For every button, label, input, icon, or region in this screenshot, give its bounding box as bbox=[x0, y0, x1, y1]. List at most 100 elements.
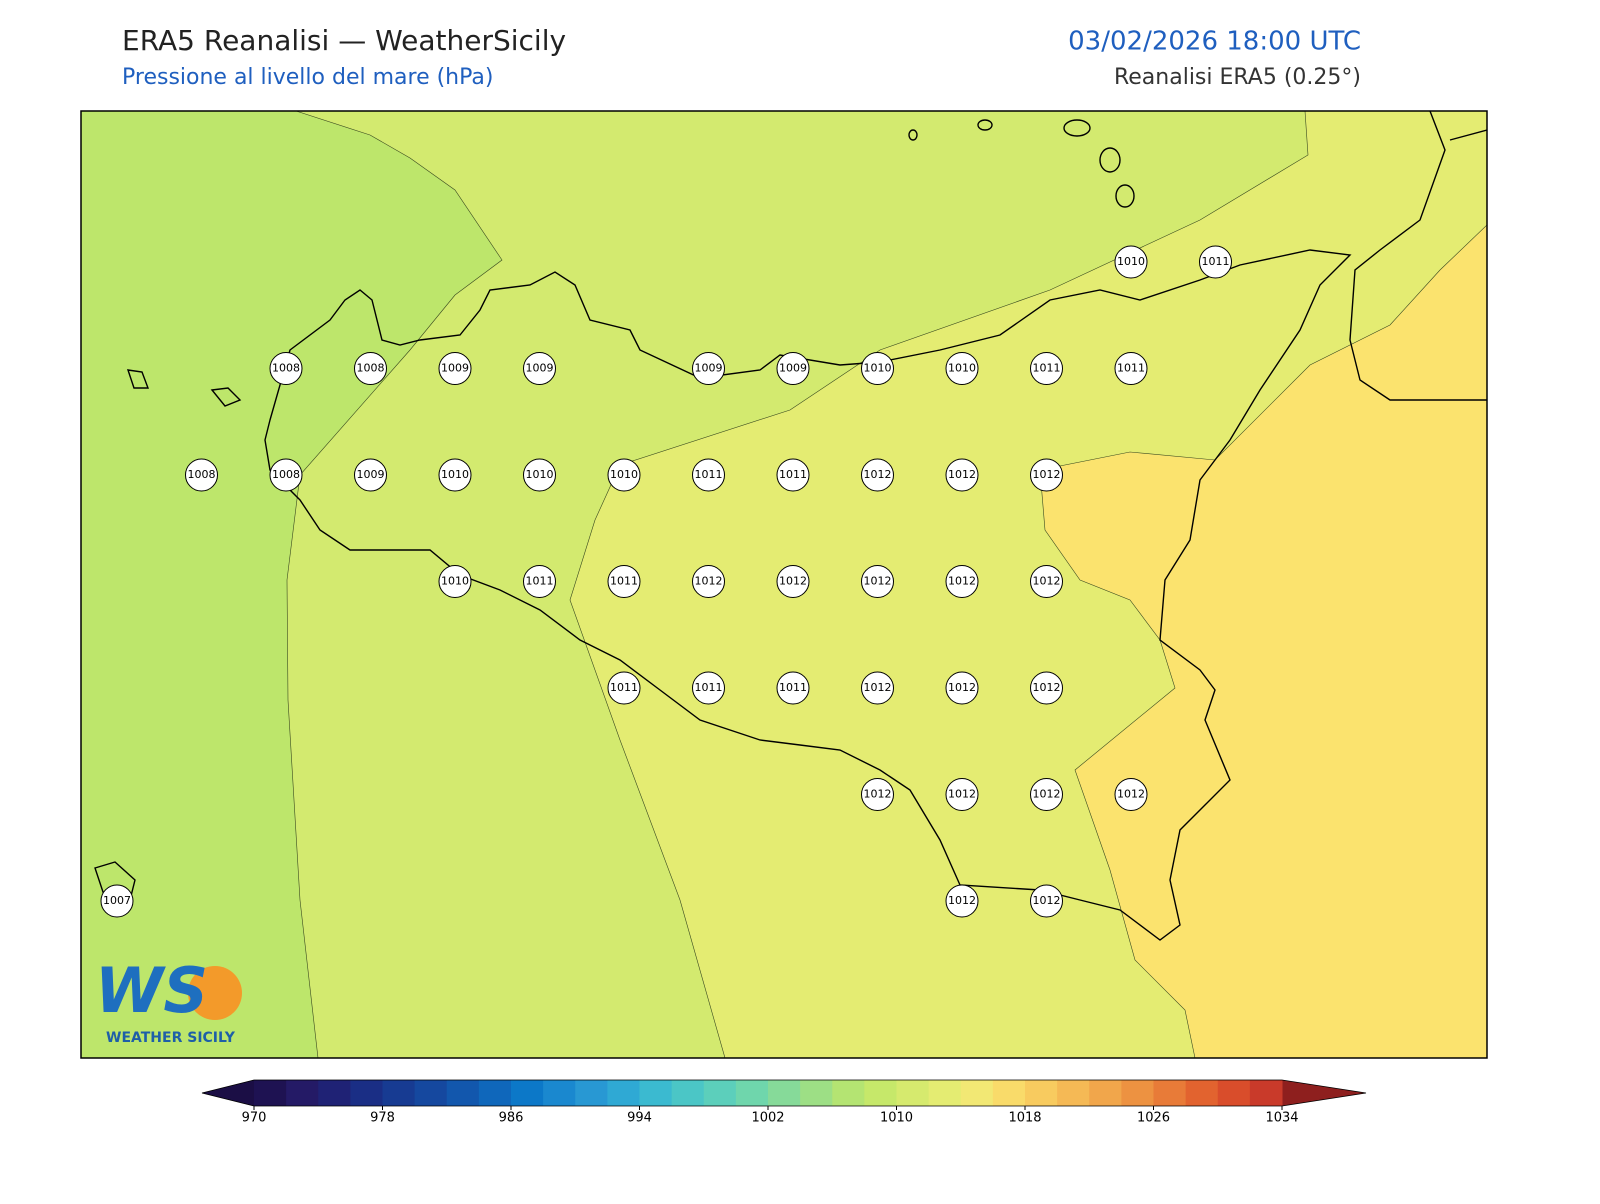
colorbar-swatch bbox=[415, 1080, 448, 1106]
colorbar-tick-label: 1002 bbox=[751, 1111, 784, 1126]
station: 1012 bbox=[1031, 672, 1063, 704]
station: 1011 bbox=[1115, 353, 1147, 385]
station-value: 1012 bbox=[948, 681, 976, 694]
station: 1011 bbox=[608, 672, 640, 704]
colorbar-tick-label: 1010 bbox=[880, 1111, 913, 1126]
station: 1012 bbox=[1031, 779, 1063, 811]
station-value: 1012 bbox=[864, 575, 892, 588]
station-value: 1009 bbox=[779, 362, 807, 375]
title: ERA5 Reanalisi — WeatherSicily bbox=[122, 24, 566, 57]
station-value: 1009 bbox=[526, 362, 554, 375]
logo: WS WEATHER SICILY bbox=[95, 954, 242, 1046]
station-value: 1007 bbox=[103, 894, 131, 907]
station-value: 1010 bbox=[526, 468, 554, 481]
station-value: 1011 bbox=[1202, 255, 1230, 268]
station-value: 1011 bbox=[779, 468, 807, 481]
colorbar-swatch bbox=[511, 1080, 544, 1106]
colorbar-swatch bbox=[1089, 1080, 1122, 1106]
station: 1011 bbox=[693, 672, 725, 704]
station-value: 1010 bbox=[1117, 255, 1145, 268]
station-value: 1011 bbox=[1117, 362, 1145, 375]
station-value: 1012 bbox=[1033, 468, 1061, 481]
colorbar-swatch bbox=[318, 1080, 351, 1106]
station: 1011 bbox=[524, 566, 556, 598]
station: 1009 bbox=[693, 353, 725, 385]
station: 1012 bbox=[1031, 566, 1063, 598]
station: 1009 bbox=[439, 353, 471, 385]
station-value: 1011 bbox=[1033, 362, 1061, 375]
station: 1010 bbox=[608, 459, 640, 491]
station: 1009 bbox=[524, 353, 556, 385]
colorbar-swatch bbox=[286, 1080, 319, 1106]
station-value: 1012 bbox=[1033, 788, 1061, 801]
datetime: 03/02/2026 18:00 UTC bbox=[1068, 27, 1361, 57]
station-value: 1010 bbox=[864, 362, 892, 375]
station: 1007 bbox=[101, 885, 133, 917]
station: 1012 bbox=[946, 672, 978, 704]
station-value: 1012 bbox=[779, 575, 807, 588]
station: 1011 bbox=[777, 459, 809, 491]
colorbar-swatch bbox=[1186, 1080, 1219, 1106]
colorbar-swatch bbox=[1057, 1080, 1090, 1106]
colorbar-swatch bbox=[961, 1080, 994, 1106]
station-value: 1010 bbox=[441, 575, 469, 588]
logo-mark: WS bbox=[95, 954, 208, 1027]
colorbar-swatch bbox=[897, 1080, 930, 1106]
station-value: 1012 bbox=[695, 575, 723, 588]
colorbar-swatch bbox=[704, 1080, 737, 1106]
station: 1010 bbox=[439, 566, 471, 598]
station-value: 1012 bbox=[1033, 894, 1061, 907]
station-value: 1008 bbox=[272, 468, 300, 481]
station: 1008 bbox=[270, 459, 302, 491]
colorbar-tick-label: 986 bbox=[499, 1111, 524, 1126]
colorbar-swatch bbox=[929, 1080, 962, 1106]
colorbar-swatch bbox=[1250, 1080, 1283, 1106]
station: 1012 bbox=[862, 672, 894, 704]
station: 1012 bbox=[1031, 459, 1063, 491]
colorbar-swatch bbox=[672, 1080, 705, 1106]
station-value: 1008 bbox=[272, 362, 300, 375]
station-value: 1012 bbox=[1033, 681, 1061, 694]
colorbar-swatch bbox=[575, 1080, 608, 1106]
station: 1012 bbox=[862, 459, 894, 491]
station: 1012 bbox=[1115, 779, 1147, 811]
colorbar-tick-label: 978 bbox=[370, 1111, 395, 1126]
colorbar-tick-label: 970 bbox=[242, 1111, 267, 1126]
colorbar-tick-label: 994 bbox=[627, 1111, 652, 1126]
station-value: 1012 bbox=[948, 468, 976, 481]
station: 1009 bbox=[355, 459, 387, 491]
subtitle: Pressione al livello del mare (hPa) bbox=[122, 65, 493, 90]
station-value: 1009 bbox=[695, 362, 723, 375]
colorbar: 97097898699410021010101810261034 bbox=[202, 1080, 1366, 1126]
station: 1008 bbox=[270, 353, 302, 385]
station-value: 1011 bbox=[695, 681, 723, 694]
colorbar-swatch bbox=[447, 1080, 480, 1106]
colorbar-swatch bbox=[640, 1080, 673, 1106]
station-value: 1008 bbox=[188, 468, 216, 481]
colorbar-swatch bbox=[736, 1080, 769, 1106]
station: 1010 bbox=[1115, 246, 1147, 278]
station-value: 1011 bbox=[526, 575, 554, 588]
station-value: 1010 bbox=[610, 468, 638, 481]
station: 1011 bbox=[608, 566, 640, 598]
station: 1010 bbox=[862, 353, 894, 385]
colorbar-tick-label: 1034 bbox=[1265, 1111, 1298, 1126]
colorbar-swatch bbox=[1025, 1080, 1058, 1106]
station: 1012 bbox=[946, 779, 978, 811]
station-value: 1011 bbox=[610, 575, 638, 588]
map-area: 1010 1011 1008 1008 1009 1009 1009 1009 1010 1010… bbox=[81, 111, 1487, 1058]
station-value: 1012 bbox=[948, 894, 976, 907]
colorbar-swatch bbox=[864, 1080, 897, 1106]
colorbar-swatch bbox=[254, 1080, 287, 1106]
colorbar-swatch bbox=[1154, 1080, 1187, 1106]
station: 1009 bbox=[777, 353, 809, 385]
colorbar-under bbox=[202, 1080, 254, 1106]
station: 1012 bbox=[946, 459, 978, 491]
source: Reanalisi ERA5 (0.25°) bbox=[1114, 65, 1361, 90]
colorbar-swatch bbox=[543, 1080, 576, 1106]
station: 1011 bbox=[1031, 353, 1063, 385]
station: 1012 bbox=[862, 779, 894, 811]
station: 1011 bbox=[777, 672, 809, 704]
colorbar-swatch bbox=[607, 1080, 640, 1106]
